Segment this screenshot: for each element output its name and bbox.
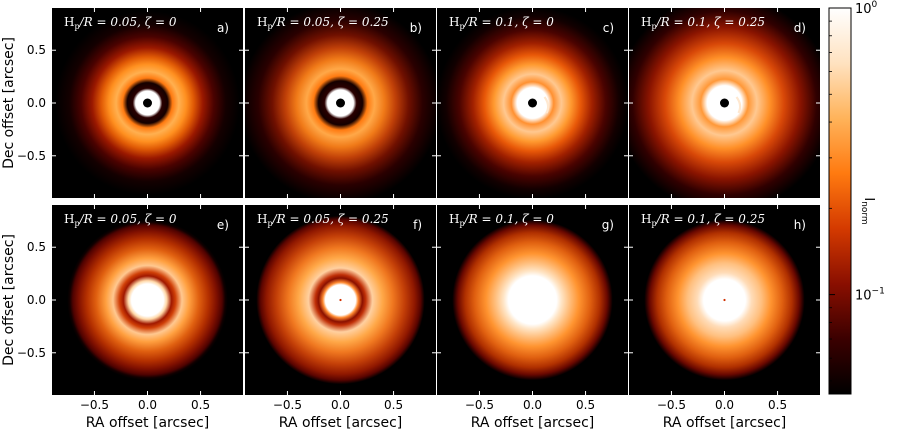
panel-h: Hp/R = 0.1, ζ = 0.25 h) [629,205,820,395]
planet-wake-feature [735,96,742,114]
x-axis-label: RA offset [arcsec] [279,415,403,431]
panel-formula-label: Hp/R = 0.1, ζ = 0 [449,15,554,31]
x-tick-label: 0.5 [576,398,595,412]
x-tick-label: −0.5 [273,398,302,412]
panel-letter: a) [217,21,229,35]
planet-wake-feature [543,96,550,114]
x-axis-label: RA offset [arcsec] [471,415,595,431]
panel-formula-label: Hp/R = 0.1, ζ = 0.25 [641,212,765,228]
panel-b: Hp/R = 0.05, ζ = 0.25 b) [245,8,436,198]
colorbar-label: Inorm [859,197,876,224]
axes-labels: −0.5 0.0 0.5 RA offset [arcsec] −0.5 0.0 0.5 RA… [1,37,787,431]
panel-formula-label: Hp/R = 0.05, ζ = 0 [64,15,177,31]
colorbar-gradient [828,7,852,395]
y-axis-label: Dec offset [arcsec] [1,234,17,366]
planet-marker [339,298,342,302]
panel-letter: b) [410,21,422,35]
central-mask-dot [143,98,152,108]
x-tick-label: 0.5 [768,398,787,412]
panel-d: Hp/R = 0.1, ζ = 0.25 d) [629,8,820,198]
colorbar-tick-label: 10−1 [855,287,885,304]
panel-formula-label: Hp/R = 0.05, ζ = 0.25 [257,212,389,228]
colorbar: 100 10−1 Inorm [828,0,885,395]
panel-a: Hp/R = 0.05, ζ = 0 a) [52,8,243,198]
panel-letter: d) [794,21,806,35]
panel-formula-label: Hp/R = 0.1, ζ = 0 [449,212,554,228]
panel-letter: f) [413,218,422,232]
x-tick-label: 0.5 [384,398,403,412]
central-mask-dot [528,98,537,108]
central-mask-dot [336,98,345,108]
x-axis-label: RA offset [arcsec] [663,415,787,431]
y-tick-label: 0.0 [27,293,46,307]
x-tick-label: 0.5 [191,398,210,412]
central-mask-dot [720,98,729,108]
panel-formula-label: Hp/R = 0.05, ζ = 0.25 [257,15,389,31]
x-tick-label: 0.0 [138,398,157,412]
colorbar-tick-label: 100 [855,0,878,17]
x-tick-label: 0.0 [331,398,350,412]
planet-marker [723,298,726,302]
x-tick-label: −0.5 [657,398,686,412]
y-tick-label: 0.5 [27,240,46,254]
x-tick-label: −0.5 [80,398,109,412]
x-axis-label: RA offset [arcsec] [86,415,210,431]
panel-letter: e) [217,218,229,232]
panel-letter: g) [602,218,614,232]
x-tick-label: 0.0 [523,398,542,412]
x-tick-label: 0.0 [715,398,734,412]
y-axis-label: Dec offset [arcsec] [1,37,17,169]
panel-c: Hp/R = 0.1, ζ = 0 c) [437,8,628,198]
y-tick-label: 0.5 [27,43,46,57]
panel-grid: Hp/R = 0.05, ζ = 0 a) Hp/R = 0.05, ζ = 0.2… [52,8,820,395]
disk-image [452,219,613,381]
y-tick-label: 0.0 [27,96,46,110]
y-tick-label: −0.5 [17,346,46,360]
panel-f: Hp/R = 0.05, ζ = 0.25 f) [245,205,436,395]
panel-g: Hp/R = 0.1, ζ = 0 g) [437,205,628,395]
disk-image [67,219,228,381]
y-tick-label: −0.5 [17,149,46,163]
x-tick-label: −0.5 [465,398,494,412]
panel-formula-label: Hp/R = 0.1, ζ = 0.25 [641,15,765,31]
panel-formula-label: Hp/R = 0.05, ζ = 0 [64,212,177,228]
panel-letter: c) [603,21,614,35]
panel-e: Hp/R = 0.05, ζ = 0 e) [52,205,243,395]
panel-letter: h) [794,218,806,232]
